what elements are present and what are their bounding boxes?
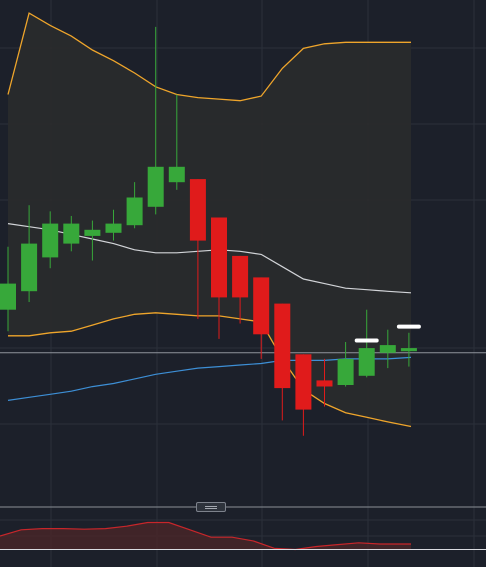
candle-body — [189, 179, 206, 241]
candle-body — [379, 345, 396, 353]
candle-body — [147, 166, 164, 207]
candle-body — [358, 348, 375, 376]
candle-body — [316, 380, 333, 387]
bollinger-band-fill — [8, 13, 411, 427]
oscillator-pane — [0, 521, 486, 551]
candle-body — [21, 243, 38, 292]
candle-body — [63, 223, 80, 244]
bollinger-band-area — [8, 13, 411, 427]
candle-body — [0, 283, 16, 310]
candle-body — [274, 303, 291, 389]
candle-body — [295, 354, 312, 410]
price-markers — [354, 324, 421, 343]
candle-body — [168, 166, 185, 183]
candle-body — [253, 277, 270, 335]
candle-body — [126, 197, 143, 226]
candle-body — [337, 358, 354, 385]
candlestick-series — [0, 26, 417, 436]
candle-body — [42, 223, 59, 258]
candle-body — [400, 348, 417, 352]
bollinger-upper-line — [7, 12, 411, 102]
bollinger-lower-line — [8, 312, 412, 428]
oscillator-line — [0, 521, 411, 551]
grip-line — [205, 508, 217, 509]
grip-line — [205, 506, 217, 507]
candle-body — [232, 255, 249, 298]
candle-body — [105, 223, 122, 233]
candle-body — [84, 229, 101, 236]
pane-resize-handle[interactable] — [196, 502, 226, 512]
candle-body — [211, 217, 227, 298]
